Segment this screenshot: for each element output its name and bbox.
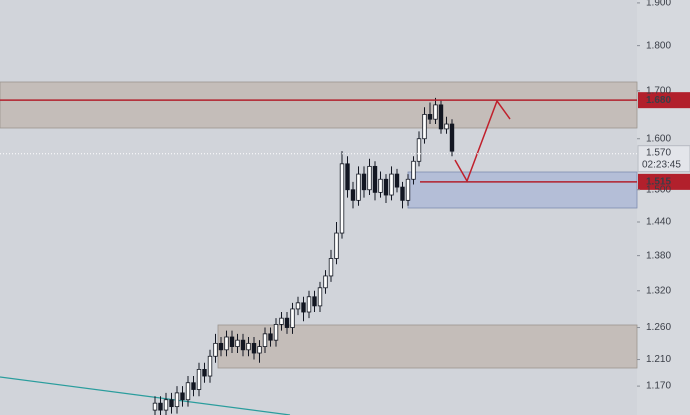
candle-body	[306, 296, 312, 313]
candle-body	[163, 399, 169, 411]
y-tick-label: 1.170	[646, 381, 671, 392]
candle-body	[229, 336, 235, 347]
y-tick-label: 1.700	[646, 85, 671, 96]
candle-body	[152, 402, 158, 411]
candle-body	[394, 173, 400, 188]
candle-body	[378, 178, 383, 193]
level-label: 1.515	[646, 177, 671, 188]
y-tick-label: 1.440	[646, 217, 671, 228]
y-tick-label: 1.260	[646, 322, 671, 333]
candle-body	[257, 346, 262, 354]
candle-body	[290, 308, 295, 328]
candle-body	[334, 232, 339, 259]
projection-path	[454, 99, 511, 183]
y-tick-label: 1.600	[646, 133, 671, 144]
candle-body	[427, 114, 433, 120]
candle-body	[295, 302, 301, 310]
trend-line	[0, 376, 291, 415]
candle-body	[444, 123, 449, 130]
candle-body	[416, 138, 422, 162]
candle-body	[400, 186, 405, 201]
candle-body	[328, 258, 334, 277]
candle-body	[345, 163, 350, 191]
candle-body	[438, 104, 444, 130]
candle-body	[191, 382, 196, 390]
y-tick-label: 1.380	[646, 250, 671, 261]
candle-body	[284, 317, 290, 328]
current-price-box	[637, 145, 690, 173]
candle-body	[356, 173, 361, 201]
candle-body	[246, 342, 251, 351]
candle-body	[213, 342, 218, 357]
y-tick-label: 1.800	[646, 40, 671, 51]
candle-body	[202, 368, 207, 377]
price-axis-background	[637, 0, 690, 415]
candle-body	[185, 382, 191, 401]
candle-body	[323, 275, 328, 289]
y-tick-label: 1.320	[646, 285, 671, 296]
y-tick-label: 1.900	[646, 0, 671, 9]
supply-zone	[0, 81, 638, 129]
candle-body	[262, 333, 268, 347]
candle-body	[449, 123, 455, 152]
candle-body	[196, 368, 202, 390]
candle-body	[224, 336, 229, 351]
demand-zone	[407, 171, 638, 209]
candle-body	[422, 114, 427, 140]
support-zone	[217, 324, 638, 369]
candle-body	[405, 178, 411, 201]
candle-body	[251, 342, 257, 354]
candle-body	[218, 342, 224, 351]
candle-body	[350, 189, 356, 201]
candle-body	[433, 104, 438, 120]
y-tick-label: 1.210	[646, 354, 671, 365]
candle-body	[339, 163, 345, 234]
level-label: 1.680	[646, 95, 671, 106]
candle-body	[273, 324, 279, 341]
candle-body	[312, 296, 317, 307]
candle-body	[268, 333, 273, 341]
current-price-label: 1.570	[646, 147, 671, 158]
candle-body	[174, 392, 180, 408]
candle-body	[383, 178, 389, 196]
candle-body	[158, 402, 163, 411]
candle-body	[207, 355, 213, 377]
candle-body	[279, 317, 284, 325]
level-label-box	[638, 92, 690, 109]
candle-body	[361, 173, 367, 191]
candle-body	[372, 165, 378, 193]
candles	[152, 97, 455, 415]
level-label-box	[638, 173, 690, 190]
candle-body	[180, 392, 185, 401]
candle-body	[235, 339, 240, 347]
candle-body	[301, 302, 306, 313]
y-tick-label: 1.500	[646, 184, 671, 195]
candle-body	[317, 287, 323, 307]
candle-body	[411, 160, 416, 180]
candle-body	[389, 173, 394, 196]
countdown-label: 02:23:45	[642, 159, 681, 170]
candle-body	[367, 165, 372, 191]
candle-body	[169, 399, 174, 408]
candle-body	[240, 339, 246, 351]
